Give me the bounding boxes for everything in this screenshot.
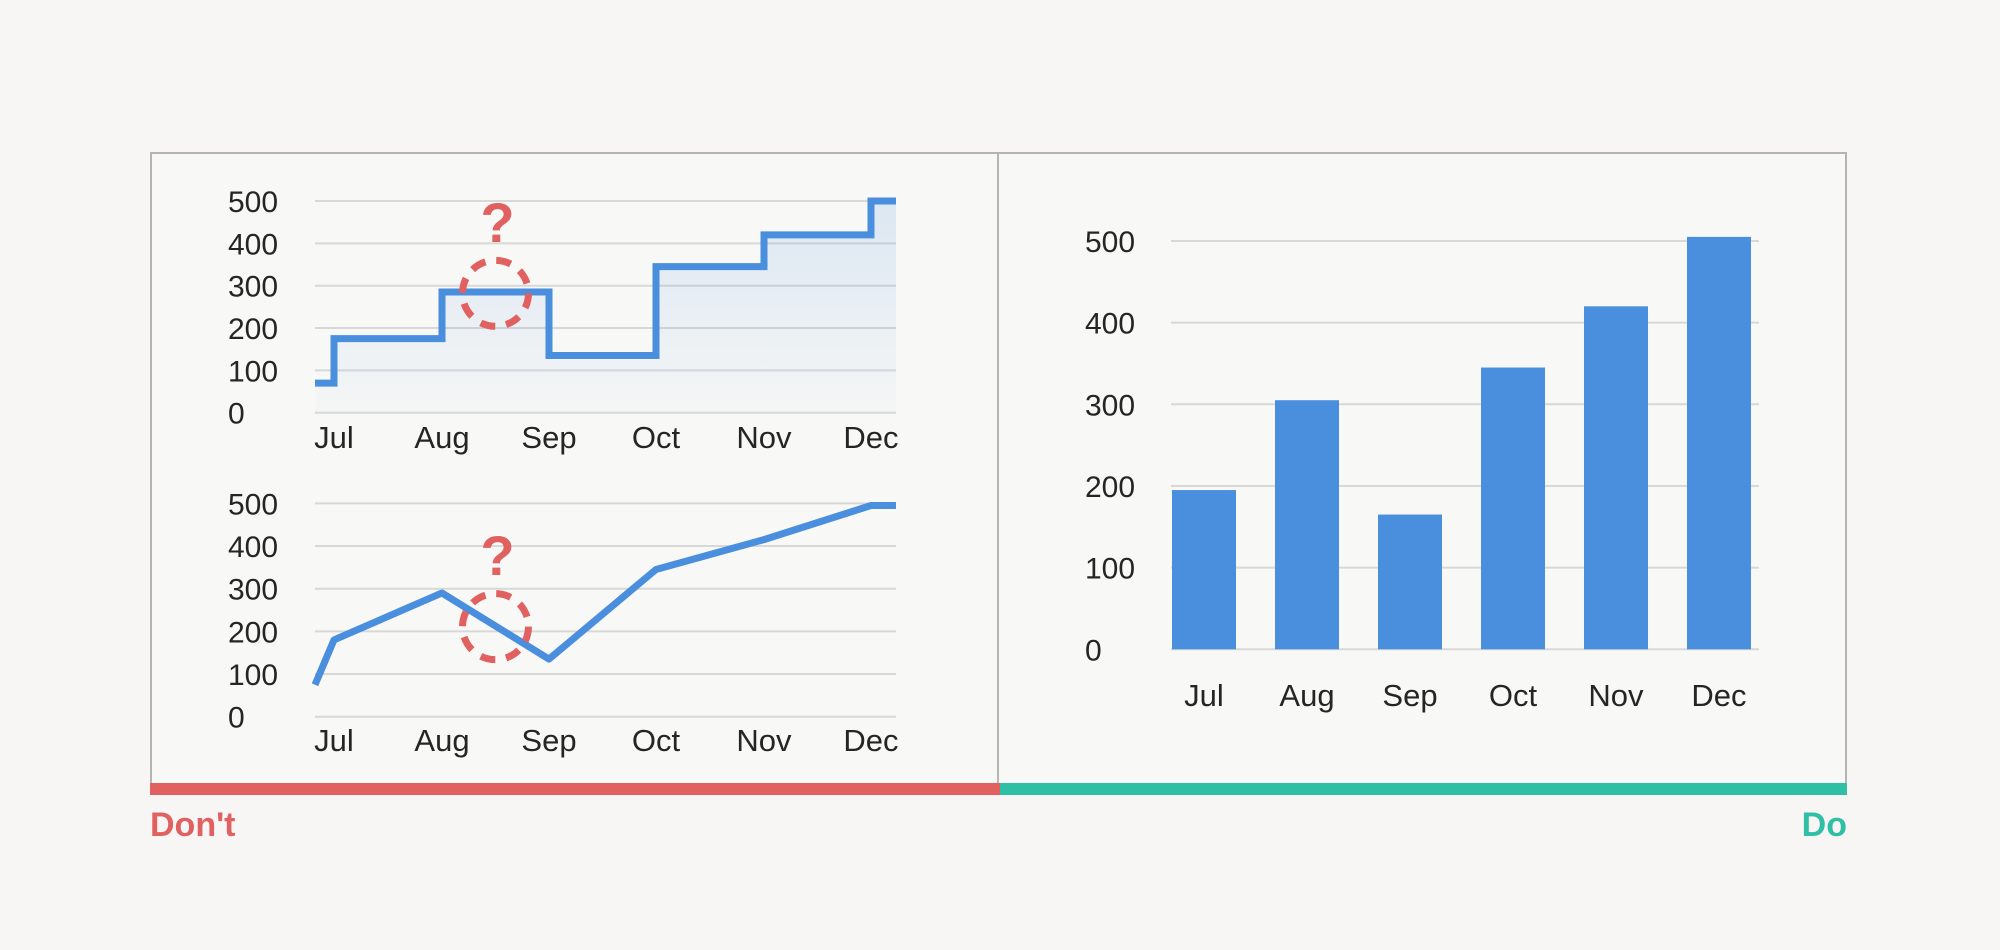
x-tick-label: Oct: [632, 723, 681, 758]
x-tick-label: Aug: [414, 723, 469, 758]
question-mark-icon: ?: [480, 191, 514, 254]
dont-panel: 0 100 200 300 400 500 Jul Aug Sep Oct Nov Dec? 0 100 2…: [152, 154, 999, 783]
x-tick-label: Nov: [1588, 678, 1644, 713]
step-series-line: [315, 197, 896, 387]
x-tick-label: Aug: [414, 420, 469, 455]
y-tick-label: 300: [228, 574, 278, 607]
y-tick-label: 500: [1085, 226, 1135, 259]
do-panel: 0 100 200 300 400 500 Jul Aug Sep Oct Nov Dec: [999, 154, 1845, 783]
bar-dec: [1687, 236, 1751, 650]
y-tick-label: 300: [228, 271, 278, 304]
dont-step-area-chart-axes: 0 100 200 300 400 500 Jul Aug Sep Oct Nov Dec: [228, 186, 899, 455]
y-tick-label: 0: [228, 702, 245, 735]
do-bar-chart-axes: 0 100 200 300 400 500 Jul Aug Sep Oct Nov Dec: [1085, 226, 1759, 713]
x-tick-label: Oct: [1489, 678, 1538, 713]
dont-charts: 0 100 200 300 400 500 Jul Aug Sep Oct Nov Dec? 0 100 2…: [228, 186, 899, 758]
x-tick-label: Jul: [1184, 678, 1224, 713]
x-tick-label: Sep: [521, 723, 576, 758]
y-tick-label: 200: [228, 616, 278, 649]
line-series: [311, 501, 896, 687]
bar-jul: [1172, 490, 1236, 650]
y-tick-label: 100: [228, 355, 278, 388]
do-bar-chart: 0 100 200 300 400 500 Jul Aug Sep Oct Nov Dec: [1085, 226, 1759, 713]
x-tick-label: Sep: [521, 420, 576, 455]
x-tick-label: Aug: [1279, 678, 1334, 713]
y-tick-label: 400: [228, 228, 278, 261]
dont-underline: [150, 783, 1000, 795]
bar-oct: [1481, 367, 1545, 650]
bar-sep: [1378, 514, 1442, 650]
highlight-circle: [459, 256, 532, 330]
do-underline: [1000, 783, 1847, 795]
dont-line-chart: 0 100 200 300 400 500 Jul Aug Sep Oct Nov Dec?: [228, 488, 899, 758]
y-tick-label: 400: [1085, 308, 1135, 341]
x-tick-label: Nov: [736, 723, 792, 758]
y-tick-label: 100: [1085, 553, 1135, 586]
x-tick-label: Dec: [1691, 678, 1746, 713]
y-tick-label: 500: [228, 186, 278, 219]
comparison-card: 0 100 200 300 400 500 Jul Aug Sep Oct Nov Dec? 0 100 2…: [150, 152, 1847, 783]
question-mark-icon: ?: [480, 524, 514, 587]
x-tick-label: Dec: [843, 723, 898, 758]
bar-aug: [1275, 400, 1339, 650]
x-tick-label: Dec: [843, 420, 898, 455]
y-tick-label: 200: [228, 313, 278, 346]
do-chart: 0 100 200 300 400 500 Jul Aug Sep Oct Nov Dec: [1085, 226, 1759, 713]
y-tick-label: 400: [228, 531, 278, 564]
dont-step-area-chart: 0 100 200 300 400 500 Jul Aug Sep Oct Nov Dec?: [228, 186, 899, 455]
y-tick-label: 0: [1085, 634, 1102, 667]
y-tick-label: 500: [228, 488, 278, 521]
x-tick-label: Sep: [1382, 678, 1437, 713]
dont-label: Don't: [150, 806, 236, 844]
y-tick-label: 200: [1085, 471, 1135, 504]
y-tick-label: 300: [1085, 389, 1135, 422]
y-tick-label: 0: [228, 398, 245, 431]
x-tick-label: Oct: [632, 420, 681, 455]
bar-nov: [1584, 306, 1648, 650]
y-tick-label: 100: [228, 659, 278, 692]
x-tick-label: Nov: [736, 420, 792, 455]
x-tick-label: Jul: [314, 420, 354, 455]
dont-line-chart-axes: 0 100 200 300 400 500 Jul Aug Sep Oct Nov Dec: [228, 488, 899, 758]
x-tick-label: Jul: [314, 723, 354, 758]
do-label: Do: [1801, 806, 1847, 844]
step-area-fill: [315, 201, 896, 413]
